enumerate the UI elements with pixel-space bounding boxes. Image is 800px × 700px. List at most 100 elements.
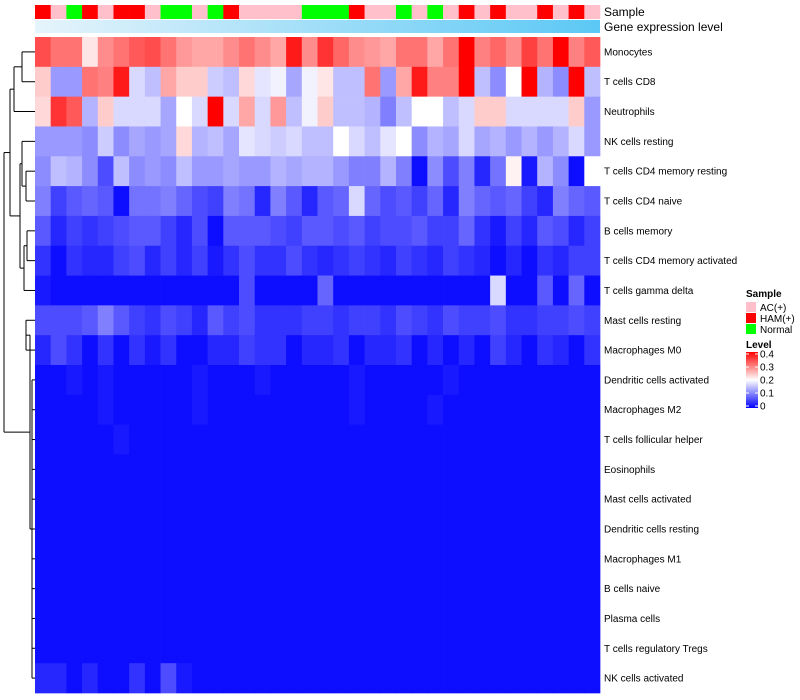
heatmap-cell [191,633,208,664]
heatmap-cell [411,245,428,276]
heatmap-cell [458,275,475,306]
heatmap-cell [144,335,161,366]
heatmap-cell [160,126,177,157]
heatmap-cell [286,335,303,366]
sample-annotation-cell [66,5,83,19]
heatmap-cell [568,484,585,515]
legend-level-tick-label: 0 [760,402,766,413]
heatmap-cell [270,335,287,366]
heatmap-cell [97,514,114,545]
heatmap-cell [348,424,365,455]
heatmap-cell [113,603,130,634]
heatmap-cell [395,603,413,634]
heatmap-cell [254,186,271,217]
heatmap-cell [286,37,303,68]
heatmap-cell [380,603,397,634]
legend-sample-items: AC(+)HAM(+)Normal [746,302,795,336]
heatmap-cell [568,663,585,694]
heatmap-cells [35,37,601,694]
heatmap-cell [254,424,271,455]
heatmap-cell [458,215,475,247]
heatmap-cell [348,96,365,127]
heatmap-cell [97,335,114,366]
heatmap-cell [427,37,444,68]
heatmap-cell [97,275,114,306]
heatmap-cell [395,96,413,127]
heatmap-cell [35,305,52,336]
heatmap-cell [317,394,334,425]
heatmap-cell [427,365,444,396]
heatmap-cell [364,365,381,396]
heatmap-cell [160,424,177,455]
heatmap-cell [160,66,177,97]
heatmap-cell [568,66,585,97]
heatmap-cell [254,573,271,604]
heatmap-cell [301,37,318,68]
heatmap-cell [223,663,240,694]
heatmap-cell [490,186,507,217]
heatmap-cell [286,573,303,604]
heatmap-cell [443,245,460,276]
legend: Sample AC(+)HAM(+)Normal Level 0.4 0.3 0.2… [746,289,795,413]
heatmap-cell [82,663,99,694]
sample-annotation-cell [443,5,460,19]
heatmap-cell [239,633,256,664]
heatmap-cell [144,633,161,664]
heatmap-cell [348,275,365,306]
heatmap-cell [490,96,507,127]
sample-annotation-cell [191,5,208,19]
heatmap-cell [144,126,161,157]
heatmap-cell [380,335,397,366]
sample-annotation-cell [239,5,256,19]
heatmap-cell [537,573,554,604]
heatmap-cell [552,215,569,247]
heatmap-cell [160,275,177,306]
heatmap-cell [191,186,208,217]
heatmap-cell [254,663,271,694]
row-label: Eosinophils [604,465,655,476]
row-label: Mast cells activated [604,495,691,506]
heatmap-cell [286,603,303,634]
heatmap-cell [286,275,303,306]
heatmap-cell [301,394,318,425]
heatmap-cell [411,156,428,187]
heatmap-cell [239,335,256,366]
legend-level-tick-label: 0.3 [760,363,774,374]
heatmap-cell [176,394,193,425]
heatmap-cell [552,96,569,127]
heatmap-cell [333,573,350,604]
heatmap-cell [380,96,397,127]
row-label: B cells memory [604,226,672,237]
heatmap-cell [50,394,67,425]
heatmap-cell [254,484,271,515]
heatmap-cell [129,424,146,455]
heatmap-cell [584,573,601,604]
heatmap-cell [144,156,161,187]
heatmap-cell [521,365,538,396]
heatmap-cell [521,245,538,276]
heatmap-cell [333,454,350,485]
heatmap-cell [552,186,569,217]
heatmap-cell [129,126,146,157]
heatmap-cell [395,484,413,515]
heatmap-cell [348,365,365,396]
heatmap-cell [270,514,287,545]
heatmap-cell [286,66,303,97]
heatmap-cell [458,394,475,425]
heatmap-cell [380,126,397,157]
heatmap-cell [207,37,224,68]
heatmap-cell [364,335,381,366]
heatmap-cell [160,454,177,485]
heatmap-cell [239,126,256,157]
heatmap-cell [223,335,240,366]
heatmap-cell [97,305,114,336]
heatmap-cell [270,394,287,425]
heatmap-cell [364,37,381,68]
heatmap-cell [113,66,130,97]
heatmap-cell [411,573,428,604]
heatmap-cell [176,275,193,306]
heatmap-cell [427,275,444,306]
heatmap-cell [50,245,67,276]
heatmap-cell [66,275,83,306]
